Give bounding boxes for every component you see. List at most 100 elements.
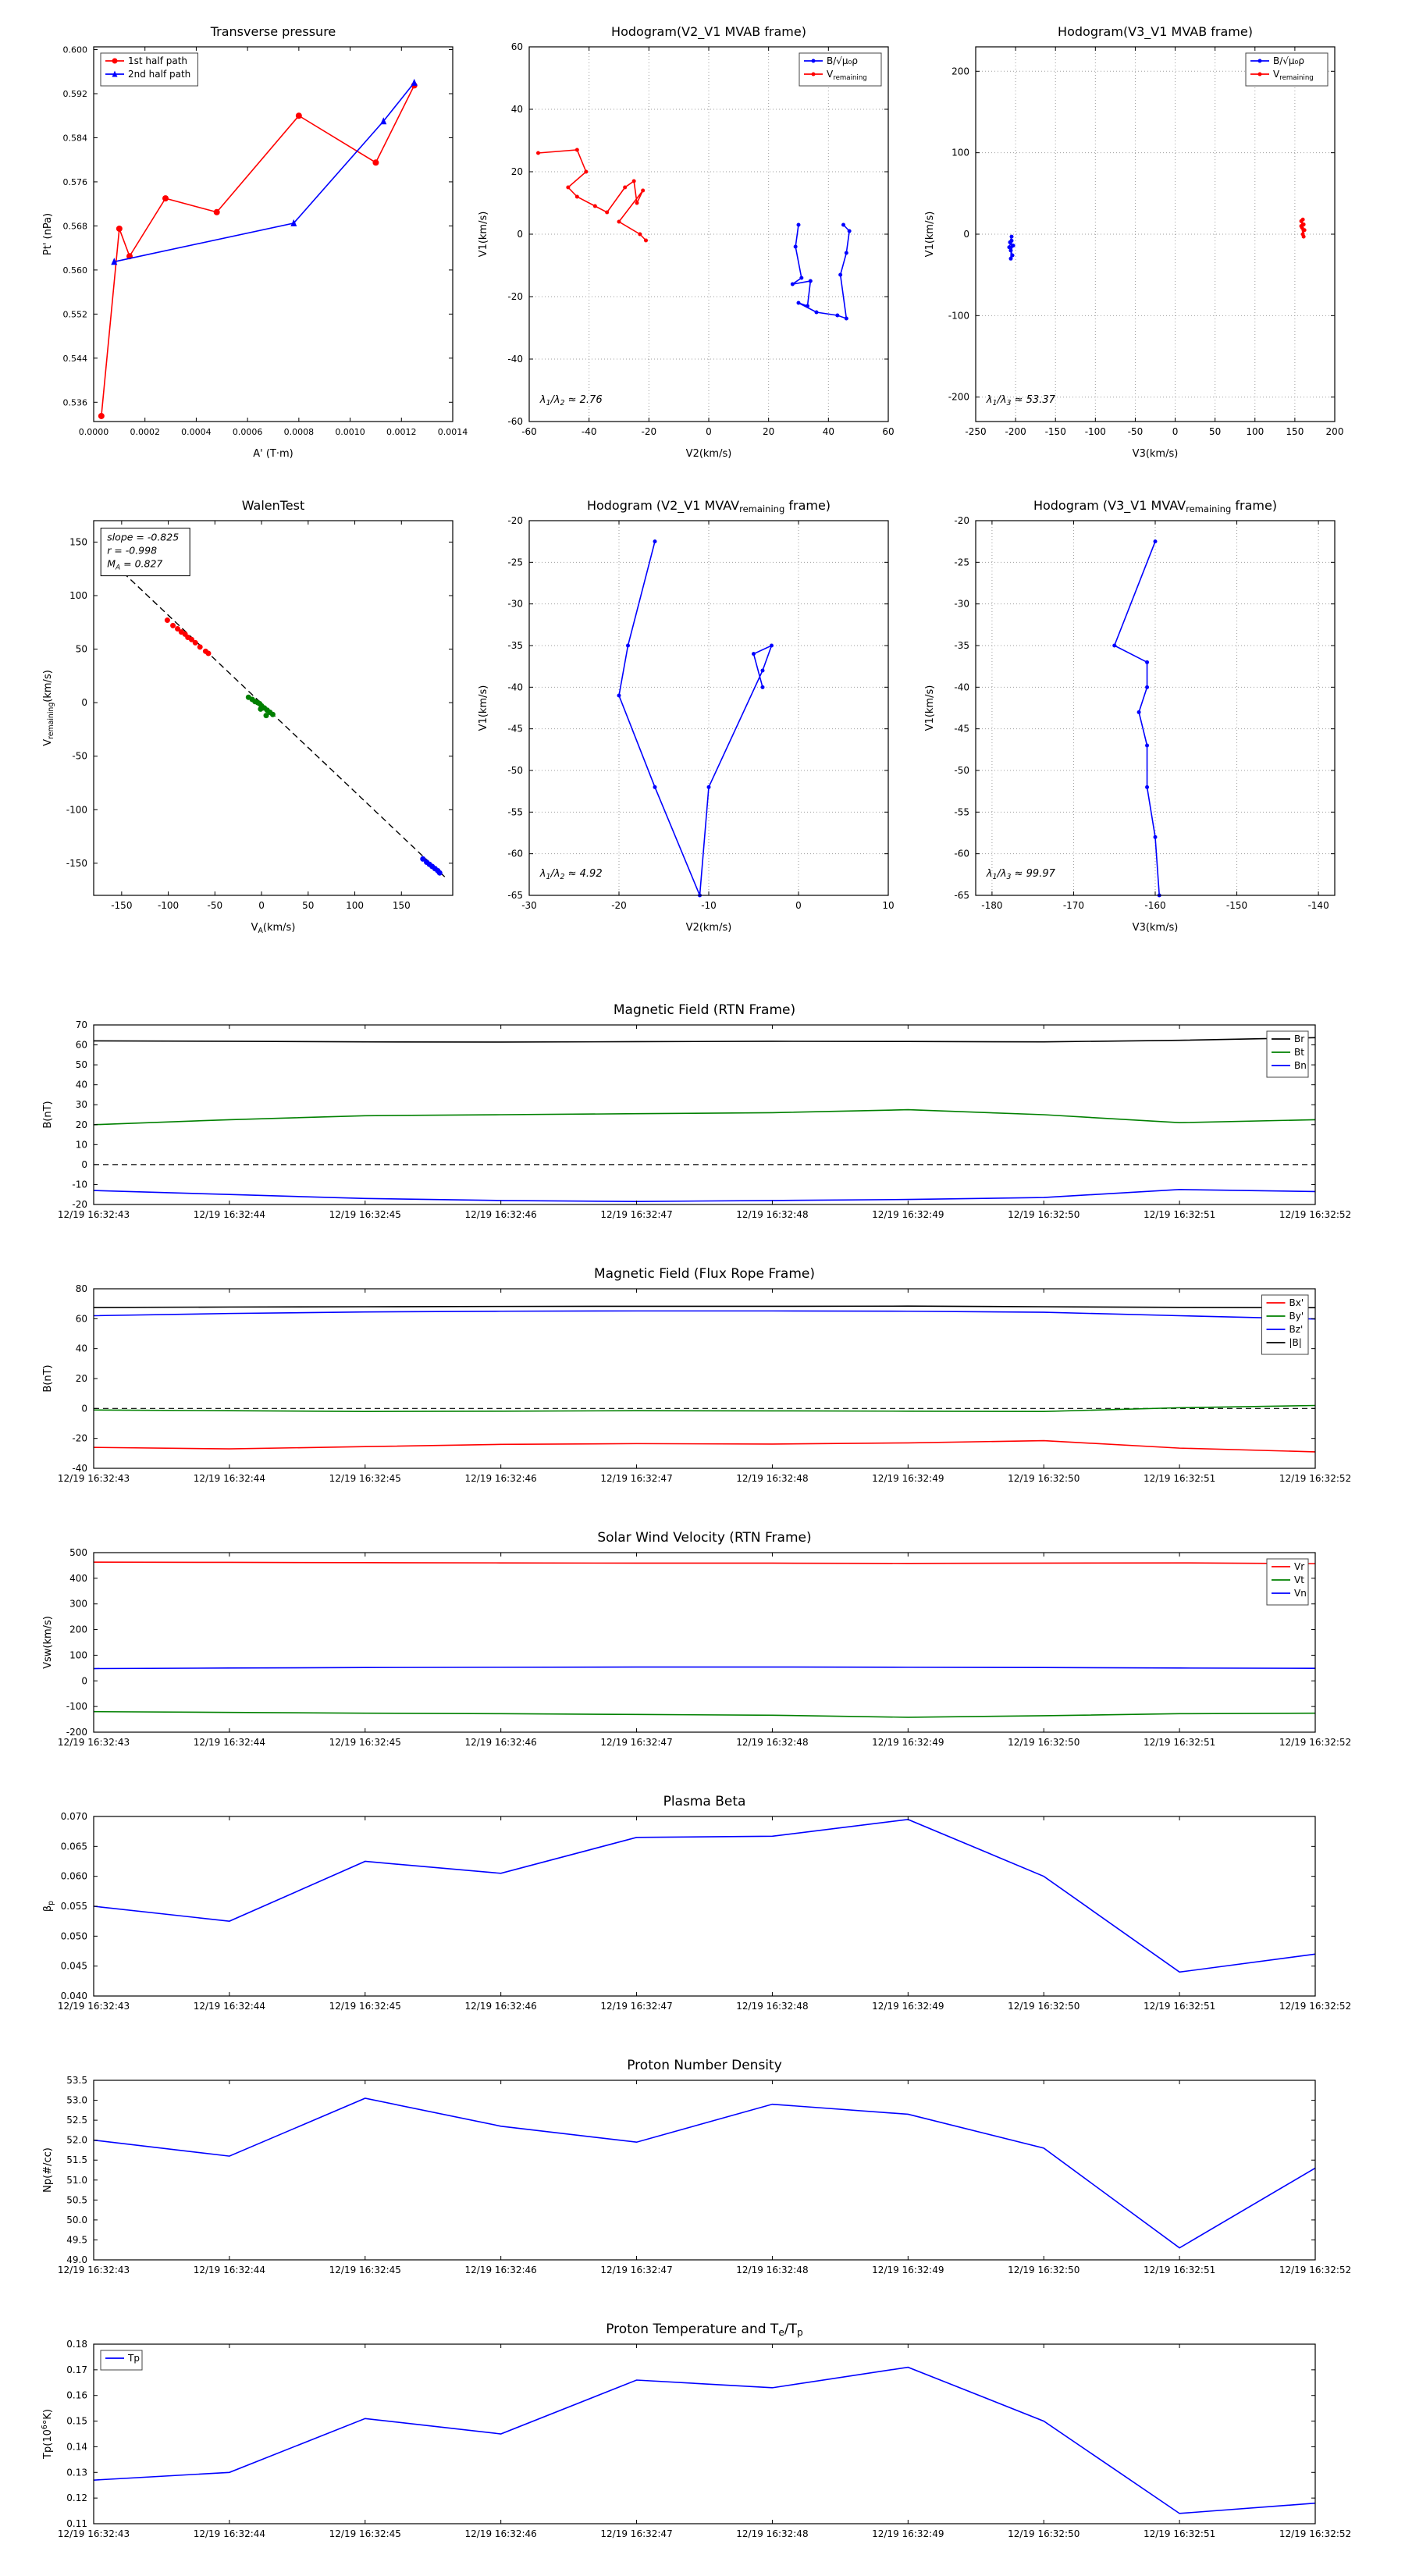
svg-text:λ1​/λ3​ ≈ 53.37: λ1​/λ3​ ≈ 53.37	[986, 394, 1056, 407]
svg-text:51.0: 51.0	[66, 2175, 87, 2186]
svg-text:-50: -50	[954, 765, 969, 776]
svg-text:-100: -100	[158, 900, 179, 911]
svg-text:0.0014: 0.0014	[438, 427, 468, 437]
svg-text:Tp: Tp	[127, 2353, 140, 2364]
svg-text:500: 500	[69, 1547, 87, 1558]
svg-text:-10: -10	[72, 1179, 87, 1190]
svg-text:-40: -40	[507, 354, 523, 365]
transverse-pressure-svg: 0.0000 0.0002 0.0004 0.0006 0.0008 0.0010 0.00…	[42, 24, 468, 460]
svg-text:-150: -150	[66, 858, 87, 869]
svg-text:r = -0.998: r = -0.998	[107, 545, 157, 557]
svg-text:12/19 16:32:51: 12/19 16:32:51	[1144, 1473, 1215, 1484]
svg-text:Hodogram(V3_V1 MVAB frame): Hodogram(V3_V1 MVAB frame)	[1058, 24, 1253, 40]
svg-text:50: 50	[1209, 426, 1221, 437]
ts-proton-density-svg: 12/19 16:32:43 12/19 16:32:44 12/19 16:32:…	[42, 2058, 1351, 2275]
svg-text:-170: -170	[1063, 900, 1084, 911]
svg-text:0.568: 0.568	[63, 221, 88, 231]
svg-text:-35: -35	[507, 640, 523, 651]
svg-text:60: 60	[76, 1040, 87, 1051]
svg-text:1st half path: 1st half path	[128, 55, 187, 66]
svg-text:Hodogram (V3_V1 MVAVremaining​: Hodogram (V3_V1 MVAVremaining​ frame)	[1033, 498, 1277, 514]
svg-text:WalenTest: WalenTest	[242, 498, 305, 513]
svg-text:0.11: 0.11	[66, 2518, 87, 2529]
svg-text:52.5: 52.5	[66, 2115, 87, 2126]
svg-text:0.544: 0.544	[63, 354, 88, 364]
svg-text:12/19 16:32:44: 12/19 16:32:44	[194, 2528, 265, 2539]
svg-text:60: 60	[76, 1313, 87, 1324]
svg-text:10: 10	[76, 1139, 87, 1150]
svg-text:0.536: 0.536	[63, 397, 88, 407]
svg-text:12/19 16:32:44: 12/19 16:32:44	[194, 2265, 265, 2275]
svg-text:-60: -60	[507, 849, 523, 859]
svg-text:Bx': Bx'	[1289, 1297, 1304, 1308]
svg-text:0.050: 0.050	[61, 1930, 87, 1941]
svg-text:V3(km/s): V3(km/s)	[1133, 448, 1179, 460]
svg-text:-35: -35	[954, 640, 969, 651]
svg-text:0.16: 0.16	[66, 2390, 87, 2401]
svg-text:Magnetic Field (Flux Rope Fram: Magnetic Field (Flux Rope Frame)	[594, 1266, 815, 1282]
walen-test-svg: -150 -100 -50 0 50 100 150 -150 -100 -50 0 50 100 150…	[42, 498, 454, 935]
svg-text:12/19 16:32:43: 12/19 16:32:43	[58, 2001, 130, 2012]
svg-text:100: 100	[69, 1649, 87, 1660]
svg-text:-25: -25	[954, 557, 969, 568]
svg-text:50: 50	[76, 644, 87, 655]
svg-text:10: 10	[882, 900, 894, 911]
svg-text:12/19 16:32:51: 12/19 16:32:51	[1144, 2528, 1215, 2539]
svg-text:-160: -160	[1144, 900, 1165, 911]
svg-text:0.600: 0.600	[63, 45, 88, 55]
svg-text:-45: -45	[954, 724, 969, 735]
svg-text:80: 80	[76, 1283, 87, 1294]
hodogram-v3v1-mvab-plot: -250 -200 -150 -100 -50 0 50 100 150 200 -200 -100 0…	[909, 12, 1350, 480]
svg-text:Magnetic Field (RTN Frame): Magnetic Field (RTN Frame)	[614, 1002, 795, 1018]
svg-text:Vn: Vn	[1294, 1588, 1307, 1599]
plasma-beta-plot: 12/19 16:32:43 12/19 16:32:44 12/19 16:32:…	[16, 1781, 1405, 2043]
hodogram-v3v1-mvav-plot: -180 -170 -160 -150 -140 -65 -60 -55 -50 -45 -40 -3…	[909, 486, 1350, 954]
magnetic-field-fluxrope-plot: 12/19 16:32:43 12/19 16:32:44 12/19 16:32:…	[16, 1254, 1405, 1515]
svg-text:12/19 16:32:47: 12/19 16:32:47	[600, 1473, 672, 1484]
svg-text:B/√μ₀ρ: B/√μ₀ρ	[1273, 55, 1304, 66]
svg-text:12/19 16:32:50: 12/19 16:32:50	[1008, 1473, 1080, 1484]
svg-text:12/19 16:32:49: 12/19 16:32:49	[872, 1473, 944, 1484]
svg-text:12/19 16:32:48: 12/19 16:32:48	[736, 2265, 808, 2275]
svg-text:-100: -100	[948, 310, 969, 321]
svg-text:12/19 16:32:48: 12/19 16:32:48	[736, 1209, 808, 1220]
svg-text:Vr: Vr	[1294, 1561, 1304, 1572]
svg-text:-60: -60	[954, 849, 969, 859]
svg-text:0.584: 0.584	[63, 133, 88, 143]
svg-text:12/19 16:32:44: 12/19 16:32:44	[194, 2001, 265, 2012]
svg-text:40: 40	[76, 1343, 87, 1354]
hodogram-v3v1-mvab-svg: -250 -200 -150 -100 -50 0 50 100 150 200 -200 -100 0…	[924, 24, 1343, 460]
svg-text:-65: -65	[954, 890, 969, 901]
svg-text:Transverse pressure: Transverse pressure	[210, 24, 336, 39]
svg-text:100: 100	[951, 148, 969, 158]
svg-text:-180: -180	[981, 900, 1002, 911]
svg-text:0.0006: 0.0006	[233, 427, 263, 437]
svg-text:λ1​/λ2​ ≈ 4.92: λ1​/λ2​ ≈ 4.92	[539, 868, 603, 881]
svg-text:12/19 16:32:46: 12/19 16:32:46	[465, 2001, 537, 2012]
svg-text:12/19 16:32:46: 12/19 16:32:46	[465, 1737, 537, 1748]
svg-text:51.5: 51.5	[66, 2154, 87, 2165]
svg-text:12/19 16:32:47: 12/19 16:32:47	[600, 2001, 672, 2012]
svg-text:40: 40	[76, 1080, 87, 1091]
svg-text:0.055: 0.055	[61, 1901, 87, 1912]
svg-text:12/19 16:32:43: 12/19 16:32:43	[58, 1209, 130, 1220]
svg-text:12/19 16:32:44: 12/19 16:32:44	[194, 1209, 265, 1220]
svg-text:12/19 16:32:52: 12/19 16:32:52	[1279, 2265, 1351, 2275]
svg-text:12/19 16:32:43: 12/19 16:32:43	[58, 2528, 130, 2539]
svg-text:0: 0	[1172, 426, 1179, 437]
svg-text:-50: -50	[208, 900, 223, 911]
svg-text:12/19 16:32:45: 12/19 16:32:45	[329, 1737, 401, 1748]
svg-text:0: 0	[81, 1675, 87, 1686]
svg-text:B(nT): B(nT)	[42, 1364, 54, 1392]
svg-text:V1(km/s): V1(km/s)	[924, 685, 936, 731]
solar-wind-velocity-plot: 12/19 16:32:43 12/19 16:32:44 12/19 16:32:…	[16, 1517, 1405, 1779]
svg-text:0.15: 0.15	[66, 2416, 87, 2427]
svg-text:0: 0	[81, 697, 87, 708]
svg-text:λ1​/λ3​ ≈ 99.97: λ1​/λ3​ ≈ 99.97	[986, 868, 1056, 881]
svg-text:0.17: 0.17	[66, 2364, 87, 2375]
svg-text:100: 100	[346, 900, 364, 911]
svg-text:12/19 16:32:50: 12/19 16:32:50	[1008, 1209, 1080, 1220]
svg-text:12/19 16:32:45: 12/19 16:32:45	[329, 1473, 401, 1484]
svg-text:-60: -60	[507, 416, 523, 427]
svg-text:-150: -150	[1226, 900, 1247, 911]
